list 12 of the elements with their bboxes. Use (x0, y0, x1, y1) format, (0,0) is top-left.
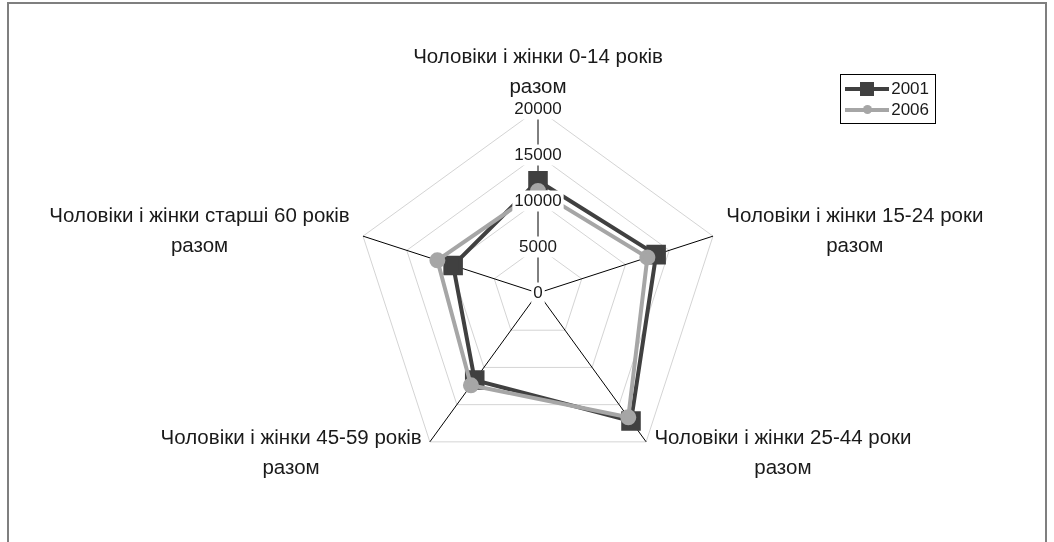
spoke-label: Чоловіки і жінки 45-59 років разом (160, 424, 422, 478)
spoke-label: Чоловіки і жінки 0-14 років разом (413, 43, 663, 97)
spoke-label: Чоловіки і жінки 15-24 роки разом (726, 203, 984, 257)
y-tick-label: 0 (533, 282, 543, 302)
y-tick-label: 10000 (514, 190, 562, 210)
y-tick-label: 5000 (519, 236, 557, 256)
y-tick-label: 15000 (514, 144, 562, 164)
legend-label: 2001 (891, 78, 929, 99)
legend-label: 2006 (891, 99, 929, 120)
y-tick-label: 20000 (514, 98, 562, 118)
spoke-label: Чоловіки і жінки старші 60 років разом (49, 203, 350, 257)
spoke-label: Чоловіки і жінки 25-44 роки разом (654, 424, 912, 478)
